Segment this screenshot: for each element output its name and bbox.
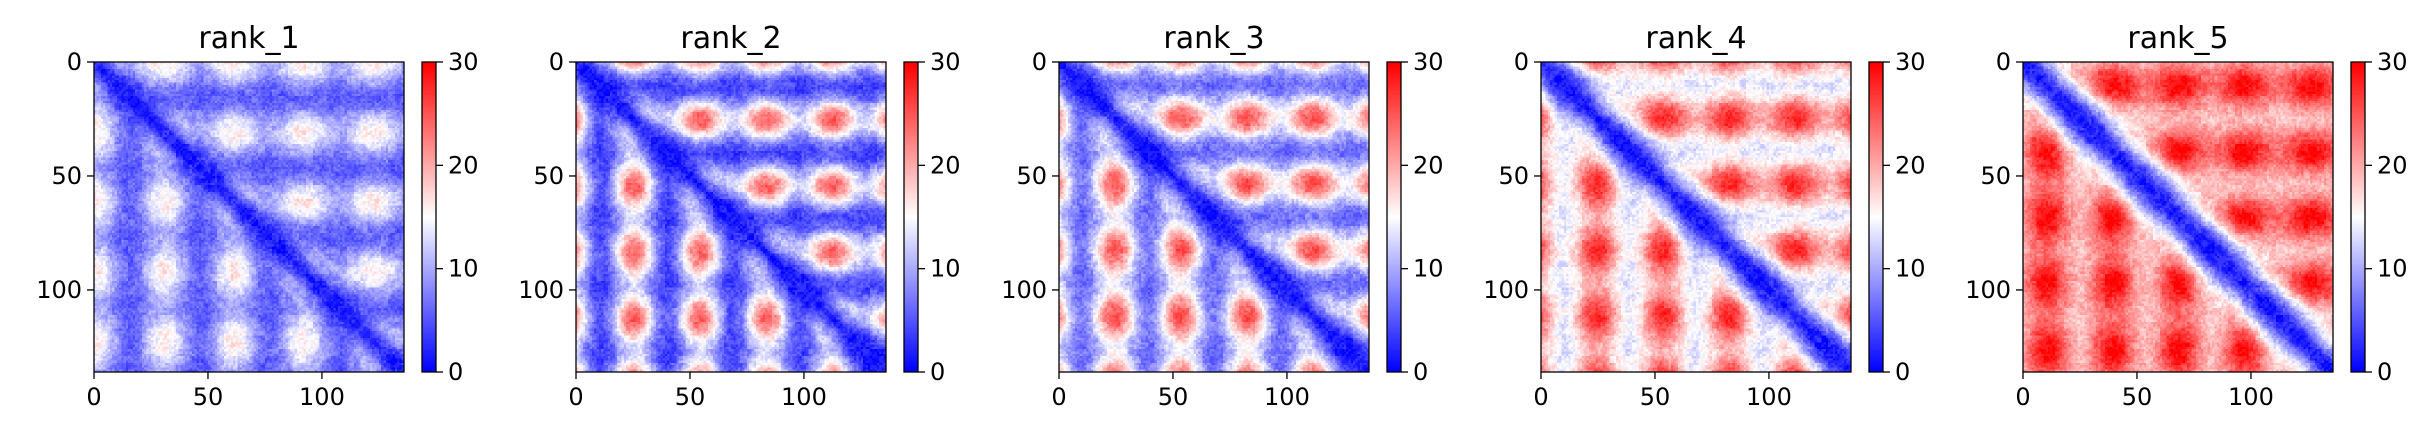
- panel-title: rank_3: [1163, 21, 1264, 56]
- panel-3: rank_3 0 50 100 0 50 100 0 10 20 30: [1001, 21, 1443, 411]
- colorbar-frame: [1386, 61, 1402, 373]
- heatmap-image: [1541, 62, 1851, 372]
- colorbar-frame: [1868, 61, 1884, 373]
- x-tick-label: 100: [1746, 383, 1792, 411]
- colorbar: [422, 62, 436, 372]
- colorbar-tick-label: 20: [1895, 151, 1926, 179]
- x-tick-label: 50: [193, 383, 224, 411]
- axes-frame: [1540, 61, 1852, 373]
- colorbar-tick-label: 20: [1413, 151, 1444, 179]
- colorbar-tick-label: 10: [930, 255, 961, 283]
- panel-5: rank_5 0 50 100 0 50 100 0 10 20 30: [1965, 21, 2407, 411]
- axes-frame: [1058, 61, 1370, 373]
- colorbar-tick-label: 30: [1413, 48, 1444, 76]
- colorbar-tick-label: 0: [1895, 358, 1910, 386]
- colorbar-tick-label: 30: [930, 48, 961, 76]
- colorbar: [904, 62, 918, 372]
- colorbar-tick-label: 10: [1413, 255, 1444, 283]
- x-tick-label: 50: [1158, 383, 1189, 411]
- x-tick-label: 100: [1264, 383, 1310, 411]
- x-tick-label: 0: [1533, 383, 1548, 411]
- y-tick-label: 50: [1980, 162, 2011, 190]
- y-tick-label: 50: [1498, 162, 1529, 190]
- x-tick-label: 0: [2015, 383, 2030, 411]
- y-tick-label: 50: [533, 162, 564, 190]
- panel-title: rank_1: [198, 21, 299, 56]
- colorbar: [2351, 62, 2365, 372]
- colorbar-tick-label: 30: [448, 48, 479, 76]
- y-tick-label: 50: [1016, 162, 1047, 190]
- x-tick-label: 0: [568, 383, 583, 411]
- colorbar: [1387, 62, 1401, 372]
- y-tick-label: 0: [1996, 48, 2011, 76]
- y-tick-label: 0: [1514, 48, 1529, 76]
- panel-title: rank_2: [680, 21, 781, 56]
- axes-frame: [2022, 61, 2334, 373]
- panel-title: rank_4: [1645, 21, 1746, 56]
- y-tick-label: 50: [51, 162, 82, 190]
- heatmap-image: [2023, 62, 2333, 372]
- y-tick-label: 0: [67, 48, 82, 76]
- colorbar-tick-label: 10: [448, 255, 479, 283]
- y-tick-label: 100: [36, 276, 82, 304]
- panel-title: rank_5: [2127, 21, 2228, 56]
- colorbar-tick-label: 10: [1895, 255, 1926, 283]
- x-tick-label: 100: [2228, 383, 2274, 411]
- colorbar-tick-label: 20: [930, 151, 961, 179]
- heatmap-image: [576, 62, 886, 372]
- axes-frame: [575, 61, 887, 373]
- x-tick-label: 50: [675, 383, 706, 411]
- y-tick-label: 100: [1965, 276, 2011, 304]
- heatmap-image: [94, 62, 404, 372]
- colorbar-frame: [421, 61, 437, 373]
- colorbar-frame: [903, 61, 919, 373]
- y-tick-label: 0: [1032, 48, 1047, 76]
- colorbar-tick-label: 0: [448, 358, 463, 386]
- x-tick-label: 100: [299, 383, 345, 411]
- colorbar-tick-label: 0: [930, 358, 945, 386]
- colorbar-tick-label: 20: [2377, 151, 2408, 179]
- colorbar: [1869, 62, 1883, 372]
- panel-2: rank_2 0 50 100 0 50 100 0 10 20 30: [518, 21, 960, 411]
- panel-1: rank_1 0 50 100 0 50 100 0 10 20 30: [36, 21, 478, 411]
- heatmap-image: [1059, 62, 1369, 372]
- x-tick-label: 50: [2122, 383, 2153, 411]
- panel-4: rank_4 0 50 100 0 50 100 0 10 20 30: [1483, 21, 1925, 411]
- y-tick-label: 0: [549, 48, 564, 76]
- colorbar-frame: [2350, 61, 2366, 373]
- colorbar-tick-label: 20: [448, 151, 479, 179]
- colorbar-tick-label: 30: [2377, 48, 2408, 76]
- y-tick-label: 100: [518, 276, 564, 304]
- colorbar-tick-label: 0: [1413, 358, 1428, 386]
- x-tick-label: 50: [1640, 383, 1671, 411]
- y-tick-label: 100: [1001, 276, 1047, 304]
- colorbar-tick-label: 30: [1895, 48, 1926, 76]
- colorbar-tick-label: 10: [2377, 255, 2408, 283]
- x-tick-label: 100: [781, 383, 827, 411]
- y-tick-label: 100: [1483, 276, 1529, 304]
- x-tick-label: 0: [1051, 383, 1066, 411]
- axes-frame: [93, 61, 405, 373]
- colorbar-tick-label: 0: [2377, 358, 2392, 386]
- x-tick-label: 0: [86, 383, 101, 411]
